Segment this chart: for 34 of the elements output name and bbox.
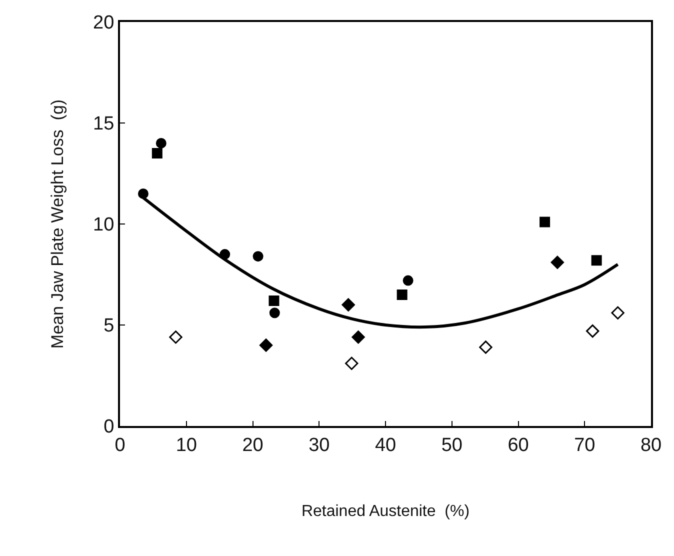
- point: [402, 275, 414, 286]
- y-tick-label: 0: [104, 416, 114, 438]
- y-tick-label: 15: [93, 114, 114, 135]
- point: [352, 330, 365, 344]
- point: [396, 289, 408, 300]
- point: [138, 188, 148, 199]
- point: [269, 308, 280, 318]
- point: [252, 251, 264, 262]
- x-tick-label: 10: [176, 434, 197, 456]
- point: [550, 256, 564, 269]
- point: [591, 255, 602, 266]
- point: [345, 356, 358, 370]
- x-tick-label: 20: [242, 434, 264, 456]
- y-tick-label: 20: [93, 12, 114, 34]
- point: [268, 296, 280, 306]
- x-axis-title: Retained Austenite (%): [301, 503, 470, 520]
- x-tick-label: 80: [640, 434, 662, 456]
- x-tick-label: 70: [574, 434, 596, 456]
- point: [479, 340, 492, 354]
- y-tick-label: 5: [104, 316, 114, 337]
- point: [156, 138, 166, 148]
- point: [169, 330, 182, 344]
- y-axis-title: Mean Jaw Plate Weight Loss (g): [48, 99, 68, 349]
- point: [152, 148, 162, 159]
- x-tick-label: 50: [441, 434, 462, 456]
- point: [259, 338, 273, 352]
- point: [342, 298, 355, 312]
- x-tick-label: 30: [308, 434, 330, 456]
- x-tick-label: 40: [374, 434, 396, 456]
- point: [540, 216, 550, 228]
- x-tick-label: 60: [508, 434, 529, 456]
- point: [611, 306, 624, 320]
- point: [586, 324, 600, 338]
- y-tick-label: 10: [93, 214, 114, 236]
